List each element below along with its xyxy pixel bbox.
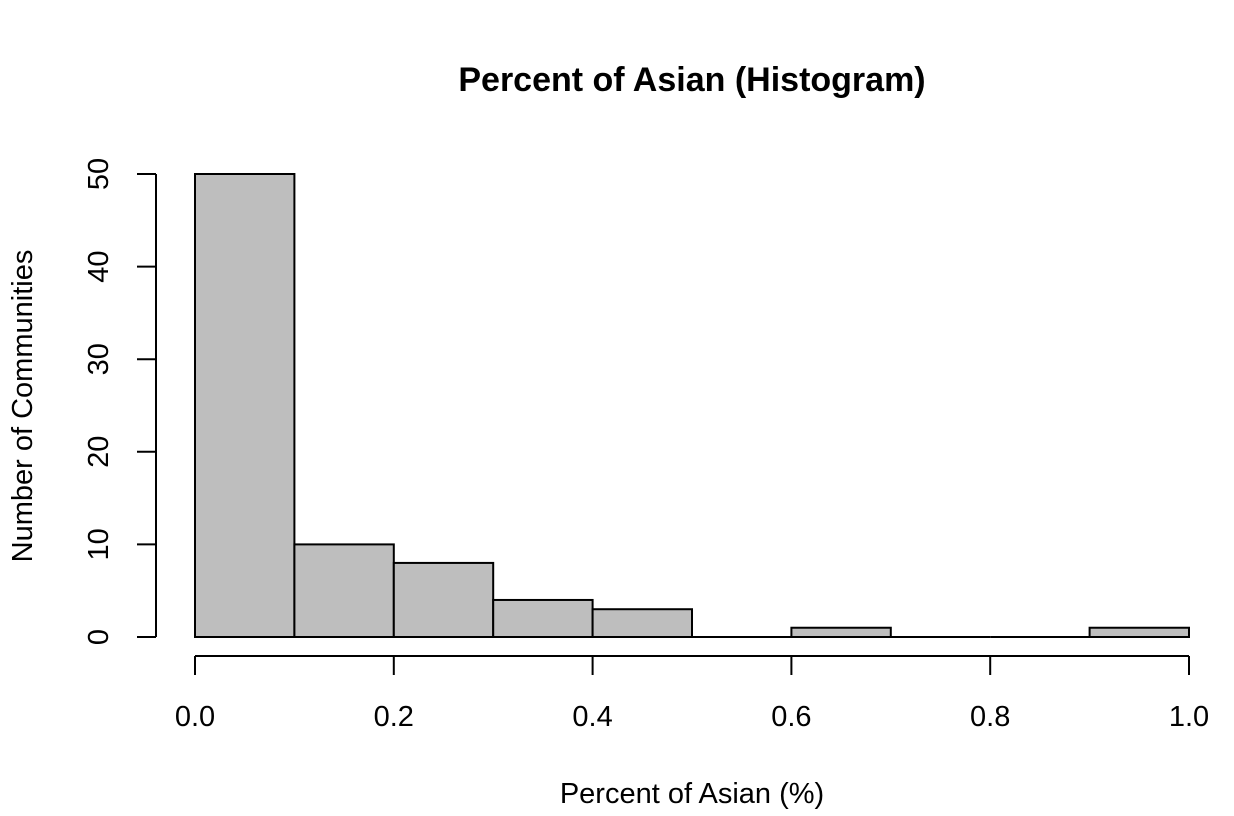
x-axis-label: Percent of Asian (%) — [560, 778, 824, 810]
chart-title: Percent of Asian (Histogram) — [458, 61, 925, 99]
x-axis: 0.0 0.2 0.4 0.6 0.8 1.0 — [175, 655, 1209, 733]
y-tick-label-4: 40 — [83, 250, 115, 282]
histogram-bar-3 — [492, 598, 594, 639]
x-tick-label-1: 0.2 — [374, 701, 414, 733]
histogram-bar-2 — [392, 561, 495, 638]
y-tick-label-3: 30 — [83, 343, 115, 375]
histogram-bar-9 — [1088, 626, 1190, 638]
y-axis-label: Number of Communities — [7, 250, 39, 563]
y-tick-label-0: 0 — [83, 629, 115, 645]
x-tick-label-4: 0.8 — [970, 701, 1010, 733]
histogram-bar-0 — [194, 173, 296, 638]
y-axis: 0 10 20 30 40 50 — [83, 158, 157, 645]
x-tick-label-0: 0.0 — [175, 701, 215, 733]
x-tick-label-5: 1.0 — [1169, 701, 1209, 733]
histogram-bar-1 — [293, 543, 395, 639]
y-tick-label-1: 10 — [83, 528, 115, 560]
histogram-bar-4 — [591, 608, 693, 638]
histogram-bar-6 — [790, 626, 892, 638]
x-tick-label-2: 0.4 — [572, 701, 612, 733]
bars-group — [194, 173, 1190, 639]
y-tick-label-5: 50 — [83, 158, 115, 190]
y-tick-label-2: 20 — [83, 436, 115, 468]
x-tick-label-3: 0.6 — [771, 701, 811, 733]
